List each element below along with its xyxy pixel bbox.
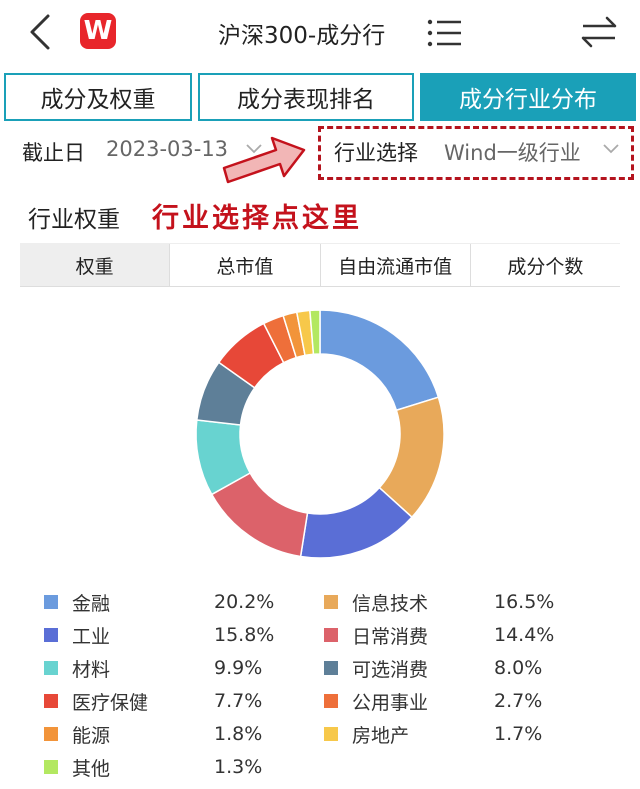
legend-swatch	[44, 595, 58, 609]
chevron-down-icon[interactable]	[244, 140, 264, 158]
annotation-text: 行业选择点这里	[152, 203, 362, 234]
page-title: 沪深300-成分行	[218, 23, 386, 49]
top-bar: W 沪深300-成分行	[0, 0, 640, 66]
wind-logo-icon: W	[80, 13, 116, 49]
section-title: 行业权重	[28, 207, 120, 233]
legend-item: 金融 20.2%	[44, 588, 314, 616]
legend-value: 20.2%	[214, 591, 275, 613]
metric-tabs: 权重 总市值 自由流通市值 成分个数	[20, 243, 620, 287]
donut-slice[interactable]	[309, 309, 321, 356]
legend-swatch	[324, 595, 338, 609]
subtab-constituent-count[interactable]: 成分个数	[507, 255, 584, 278]
legend-swatch	[324, 661, 338, 675]
legend-item: 公用事业 2.7%	[324, 687, 594, 715]
legend-swatch	[324, 727, 338, 741]
legend-item: 其他 1.3%	[44, 753, 314, 781]
legend-item: 医疗保健 7.7%	[44, 687, 314, 715]
legend-value: 16.5%	[494, 591, 555, 613]
legend-swatch	[44, 694, 58, 708]
swap-arrows-icon[interactable]	[579, 14, 619, 50]
main-tabs: 成分及权重 成分表现排名 成分行业分布	[4, 73, 636, 121]
legend-value: 8.0%	[494, 657, 543, 679]
industry-select[interactable]: Wind一级行业	[444, 141, 581, 165]
legend-name: 可选消费	[352, 658, 429, 681]
legend-swatch	[44, 661, 58, 675]
subtab-total-market-cap[interactable]: 总市值	[170, 244, 321, 286]
tab-components-weights[interactable]: 成分及权重	[4, 73, 192, 121]
legend-swatch	[324, 628, 338, 642]
subtab-free-float-market-cap[interactable]: 自由流通市值	[321, 244, 471, 286]
subtab-weight[interactable]: 权重	[20, 244, 171, 286]
legend-value: 15.8%	[214, 624, 275, 646]
legend-item: 材料 9.9%	[44, 654, 314, 682]
chevron-down-icon[interactable]	[601, 140, 621, 158]
legend-name: 信息技术	[352, 592, 429, 615]
legend-item: 房地产 1.7%	[324, 720, 594, 748]
industry-donut-chart	[195, 309, 445, 559]
legend-name: 医疗保健	[72, 691, 149, 714]
legend-value: 7.7%	[214, 690, 263, 712]
industry-select-highlight	[318, 126, 634, 180]
tab-industry-distribution[interactable]: 成分行业分布	[420, 73, 636, 121]
legend-item: 可选消费 8.0%	[324, 654, 594, 682]
legend-swatch	[324, 694, 338, 708]
legend-swatch	[44, 628, 58, 642]
donut-slice[interactable]	[319, 309, 440, 412]
legend-value: 9.9%	[214, 657, 263, 679]
legend-value: 1.7%	[494, 723, 543, 745]
pointer-arrow-icon	[218, 128, 310, 190]
list-menu-icon[interactable]	[427, 18, 463, 48]
date-picker[interactable]: 2023-03-13	[106, 137, 229, 161]
legend-value: 1.3%	[214, 756, 263, 778]
legend-swatch	[44, 727, 58, 741]
legend-value: 1.8%	[214, 723, 263, 745]
legend-value: 2.7%	[494, 690, 543, 712]
legend-name: 公用事业	[352, 691, 429, 714]
legend-name: 能源	[72, 724, 111, 747]
legend-name: 日常消费	[352, 625, 429, 648]
legend-swatch	[44, 760, 58, 774]
legend-item: 能源 1.8%	[44, 720, 314, 748]
tab-performance-ranking[interactable]: 成分表现排名	[198, 73, 414, 121]
legend-item: 日常消费 14.4%	[324, 621, 594, 649]
date-label: 截止日	[22, 141, 85, 165]
legend-item: 工业 15.8%	[44, 621, 314, 649]
industry-select-label: 行业选择	[334, 141, 418, 165]
legend-value: 14.4%	[494, 624, 555, 646]
legend-name: 材料	[72, 658, 111, 681]
legend-item: 信息技术 16.5%	[324, 588, 594, 616]
legend-name: 工业	[72, 625, 111, 648]
back-chevron-icon[interactable]	[22, 12, 62, 52]
legend-name: 其他	[72, 757, 111, 780]
legend-name: 房地产	[352, 724, 410, 747]
legend-name: 金融	[72, 592, 111, 615]
